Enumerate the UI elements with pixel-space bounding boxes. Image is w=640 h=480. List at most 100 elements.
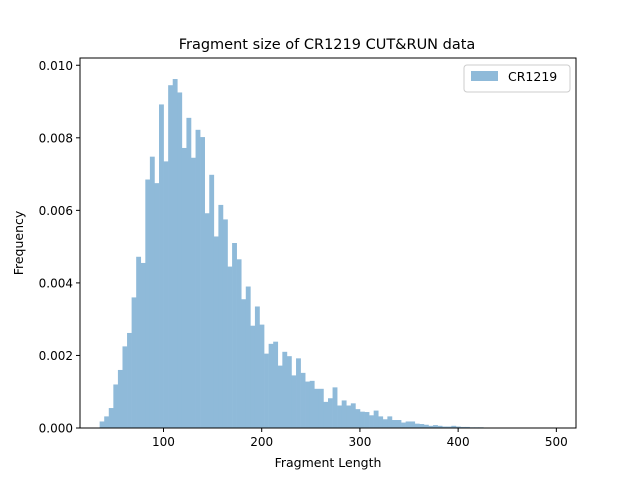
histogram-bar <box>433 425 438 428</box>
histogram-bar <box>241 299 247 428</box>
histogram-bar <box>286 356 292 428</box>
histogram-bar <box>236 259 242 428</box>
histogram-bar <box>136 256 142 428</box>
x-axis-label: Fragment Length <box>275 455 382 470</box>
histogram-bar <box>355 409 361 428</box>
histogram-bar <box>291 375 297 428</box>
histogram-bar <box>117 369 123 428</box>
histogram-bar <box>460 426 466 428</box>
histogram-bar <box>154 183 160 428</box>
histogram-bar <box>332 387 338 428</box>
histogram-bar <box>309 380 315 428</box>
histogram-bar <box>350 403 356 428</box>
y-tick-label: 0.006 <box>39 204 73 218</box>
histogram-bar <box>232 243 237 428</box>
histogram-bar <box>391 420 397 428</box>
histogram-bar <box>369 415 374 428</box>
histogram-bar <box>108 408 114 428</box>
histogram-bar <box>305 381 311 428</box>
histogram-bar <box>131 297 137 428</box>
histogram-bar <box>181 147 187 428</box>
histogram-bar <box>99 421 105 428</box>
legend-label: CR1219 <box>508 69 557 84</box>
y-tick-label: 0.008 <box>39 131 73 145</box>
histogram-bar <box>401 422 406 428</box>
x-axis-ticks: 100 200 300 400 500 <box>152 428 568 449</box>
histogram-bar <box>341 400 347 428</box>
histogram-bars <box>99 79 557 429</box>
histogram-bar <box>159 104 164 429</box>
legend: CR1219 <box>463 64 571 93</box>
histogram-bar <box>127 332 132 428</box>
histogram-bar <box>172 79 178 428</box>
y-axis-label: Frequency <box>11 210 26 275</box>
histogram-bar <box>268 343 274 428</box>
histogram-bar <box>195 129 201 428</box>
histogram-bar <box>446 426 452 428</box>
y-tick-label: 0.004 <box>39 276 73 290</box>
histogram-bar <box>318 388 324 428</box>
histogram-bar <box>442 426 448 428</box>
histogram-bar <box>264 353 269 428</box>
histogram-bar <box>186 117 192 428</box>
y-axis-ticks: 0.000 0.002 0.004 0.006 0.008 0.010 <box>39 59 80 436</box>
histogram-bar <box>437 425 443 428</box>
histogram-bar <box>190 157 196 428</box>
histogram-bar <box>455 426 461 428</box>
x-tick-label: 100 <box>152 435 175 449</box>
histogram-bar <box>465 426 470 428</box>
histogram-bar <box>140 262 146 428</box>
histogram-bar <box>428 425 434 428</box>
histogram-bar <box>300 372 306 428</box>
x-tick-label: 400 <box>447 435 470 449</box>
x-tick-label: 300 <box>348 435 371 449</box>
histogram-bar <box>359 411 365 428</box>
histogram-bar <box>323 401 329 428</box>
histogram-bar <box>250 325 256 428</box>
histogram-bar <box>122 346 128 428</box>
histogram-bar <box>273 341 279 428</box>
histogram-bar <box>200 137 205 428</box>
histogram-bar <box>396 420 402 428</box>
histogram-bar <box>213 236 219 428</box>
histogram-bar <box>168 85 174 429</box>
plot-frame <box>79 57 577 429</box>
chart-title: Fragment size of CR1219 CUT&RUN data <box>179 37 476 53</box>
histogram-bar <box>346 405 352 428</box>
histogram-bar <box>222 219 228 428</box>
histogram-bar <box>378 416 384 428</box>
histogram-bar <box>382 419 388 428</box>
y-tick-label: 0.000 <box>39 422 73 436</box>
histogram-bar <box>387 416 393 428</box>
histogram-bar <box>245 286 251 428</box>
histogram-bar <box>277 365 283 428</box>
x-tick-label: 200 <box>250 435 273 449</box>
histogram-bar <box>314 388 320 428</box>
x-tick-label: 500 <box>545 435 568 449</box>
histogram-bar <box>423 424 429 428</box>
legend-swatch <box>471 71 498 81</box>
histogram-bar <box>296 358 301 428</box>
histogram-bar <box>149 156 155 429</box>
y-tick-label: 0.010 <box>39 59 73 73</box>
histogram-bar <box>163 161 169 428</box>
histogram-bar <box>419 424 425 428</box>
histogram-bar <box>414 423 420 428</box>
histogram-bar <box>104 416 110 428</box>
histogram-bar <box>373 410 379 428</box>
histogram-bar <box>254 306 260 428</box>
histogram-bar <box>177 92 183 429</box>
histogram-bar <box>113 384 119 428</box>
histogram-bar <box>259 324 265 428</box>
histogram-bar <box>405 421 411 428</box>
y-tick-label: 0.002 <box>39 349 73 363</box>
histogram-bar <box>328 398 333 428</box>
histogram-bar <box>337 405 342 428</box>
histogram-bar <box>209 174 215 428</box>
histogram-bar <box>410 421 416 428</box>
histogram-bar <box>227 266 233 428</box>
histogram-bar <box>451 425 457 428</box>
histogram-bar <box>218 204 224 428</box>
histogram-bar <box>364 412 370 428</box>
